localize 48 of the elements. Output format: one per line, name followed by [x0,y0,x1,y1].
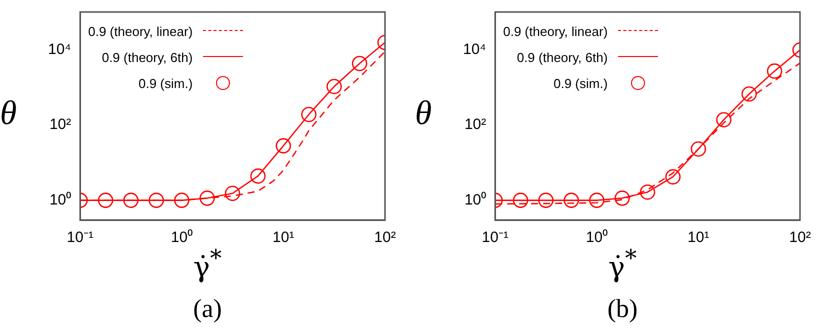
legend-label: 0.9 (theory, 6th) [102,50,193,64]
y-tick-label: 10⁴ [48,40,72,58]
x-axis-title: γ̇$^{*}$ [608,244,637,284]
x-tick-label: 10¹ [688,229,710,246]
legend-label: 0.9 (theory, linear) [503,24,608,38]
point [98,192,114,208]
point [766,63,782,79]
legend-label: 0.9 (sim.) [138,76,193,90]
x-tick-label: 10¹ [272,229,294,246]
point [326,78,342,94]
legend-label: 0.9 (theory, 6th) [516,50,608,64]
point [690,141,706,157]
y-axis-title: θ [415,95,432,133]
y-axis-title: θ [0,95,17,133]
x-tick-label: 10⁰ [170,229,193,246]
point [512,192,528,208]
point [148,192,164,208]
x-tick-label: 10⁰ [586,229,608,246]
point [224,186,240,201]
legend-label: 0.9 (theory, linear) [88,24,193,38]
y-tick-label: 10² [49,116,72,134]
point [352,56,368,72]
y-tick-label: 10⁰ [49,191,72,208]
legend-label: 0.9 (sim.) [553,76,608,90]
point [716,112,732,128]
point [200,190,215,206]
point [614,190,630,206]
y-tick-label: 10⁰ [464,191,486,208]
x-tick-label: 10² [789,229,811,246]
point [564,192,579,208]
point [123,192,139,208]
y-tick-label: 10² [464,116,486,134]
point [538,192,554,208]
text: (a) [192,294,223,324]
x-axis-title: γ̇$^{*}$ [193,244,222,284]
point [589,192,604,208]
point [276,138,292,154]
x-tick-label: 10⁻¹ [482,229,508,246]
point [742,86,757,102]
point [665,169,681,184]
point [250,168,266,184]
y-tick-label: 10⁴ [462,40,486,58]
point [640,184,656,200]
point [301,106,316,122]
x-tick-label: 10⁻¹ [66,229,94,246]
text: (b) [606,294,639,324]
x-tick-label: 10² [374,229,396,246]
point [174,192,190,208]
